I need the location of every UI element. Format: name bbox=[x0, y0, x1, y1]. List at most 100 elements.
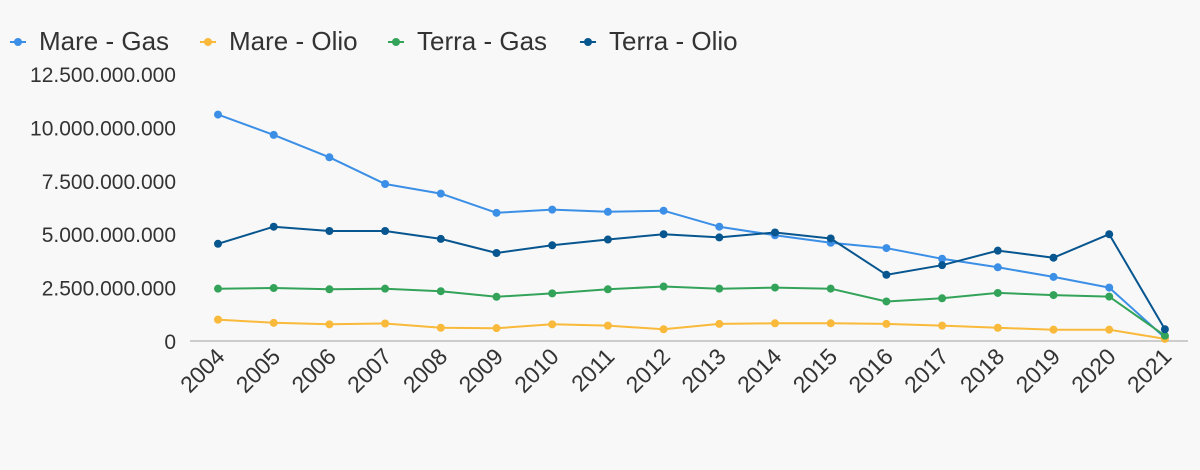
legend-item[interactable]: Mare - Gas bbox=[10, 26, 169, 56]
data-point[interactable] bbox=[603, 207, 612, 216]
x-tick-label: 2020 bbox=[1066, 343, 1121, 398]
data-point[interactable] bbox=[214, 110, 222, 119]
data-point[interactable] bbox=[436, 234, 445, 243]
data-point[interactable] bbox=[381, 180, 390, 189]
y-tick-label: 2.500.000.000 bbox=[42, 278, 176, 301]
data-point[interactable] bbox=[214, 239, 222, 248]
legend-marker-dot bbox=[204, 38, 212, 46]
data-point[interactable] bbox=[548, 289, 557, 298]
x-tick-label: 2004 bbox=[175, 343, 230, 398]
legend-item[interactable]: Terra - Olio bbox=[580, 26, 738, 56]
data-point[interactable] bbox=[436, 287, 445, 296]
x-tick-label: 2007 bbox=[342, 343, 397, 398]
data-point[interactable] bbox=[659, 325, 668, 334]
data-point[interactable] bbox=[548, 205, 557, 214]
data-point[interactable] bbox=[436, 189, 445, 198]
legend-item[interactable]: Terra - Gas bbox=[388, 26, 547, 56]
legend-label: Mare - Gas bbox=[39, 26, 169, 56]
data-point[interactable] bbox=[993, 288, 1002, 297]
data-point[interactable] bbox=[325, 320, 334, 329]
x-tick-label: 2018 bbox=[955, 343, 1010, 398]
data-point[interactable] bbox=[938, 321, 947, 330]
legend-label: Terra - Olio bbox=[609, 26, 738, 56]
data-point[interactable] bbox=[1049, 272, 1058, 281]
data-point[interactable] bbox=[1049, 291, 1058, 300]
series-line bbox=[217, 318, 1166, 340]
data-point[interactable] bbox=[492, 208, 501, 217]
data-point[interactable] bbox=[325, 153, 334, 162]
data-point[interactable] bbox=[882, 297, 891, 306]
data-point[interactable] bbox=[1160, 325, 1169, 334]
data-point[interactable] bbox=[214, 284, 222, 293]
data-point[interactable] bbox=[269, 284, 278, 293]
data-point[interactable] bbox=[492, 324, 501, 333]
data-point[interactable] bbox=[882, 319, 891, 328]
data-point[interactable] bbox=[771, 228, 779, 237]
legend-item[interactable]: Mare - Olio bbox=[200, 26, 358, 56]
data-point[interactable] bbox=[381, 319, 390, 328]
data-point[interactable] bbox=[882, 244, 891, 253]
data-point[interactable] bbox=[1160, 331, 1169, 340]
data-point[interactable] bbox=[269, 130, 278, 139]
data-point[interactable] bbox=[214, 315, 222, 324]
data-point[interactable] bbox=[436, 323, 445, 332]
data-point[interactable] bbox=[715, 284, 724, 293]
x-tick-label: 2005 bbox=[231, 343, 286, 398]
x-tick-label: 2017 bbox=[899, 343, 954, 398]
data-point[interactable] bbox=[993, 263, 1002, 272]
data-point[interactable] bbox=[882, 270, 891, 279]
data-point[interactable] bbox=[325, 285, 334, 294]
data-point[interactable] bbox=[1105, 230, 1114, 239]
data-point[interactable] bbox=[659, 206, 668, 215]
data-point[interactable] bbox=[715, 319, 724, 328]
x-tick-label: 2016 bbox=[843, 343, 898, 398]
data-point[interactable] bbox=[325, 226, 334, 235]
legend-marker-dot bbox=[14, 38, 22, 46]
data-point[interactable] bbox=[492, 248, 501, 257]
series-group bbox=[214, 315, 1169, 343]
series-group bbox=[214, 110, 1169, 342]
data-point[interactable] bbox=[548, 241, 557, 250]
y-tick-label: 10.000.000.000 bbox=[30, 117, 176, 140]
data-point[interactable] bbox=[269, 222, 278, 231]
data-point[interactable] bbox=[715, 233, 724, 242]
data-point[interactable] bbox=[993, 246, 1002, 255]
data-point[interactable] bbox=[603, 321, 612, 330]
series-line bbox=[217, 225, 1166, 330]
y-tick-label: 12.500.000.000 bbox=[30, 64, 176, 87]
data-point[interactable] bbox=[1105, 325, 1114, 334]
data-point[interactable] bbox=[826, 284, 835, 293]
data-point[interactable] bbox=[1049, 325, 1058, 334]
data-point[interactable] bbox=[1105, 292, 1114, 301]
series-group bbox=[214, 282, 1169, 340]
data-point[interactable] bbox=[826, 319, 835, 328]
data-point[interactable] bbox=[659, 230, 668, 239]
data-point[interactable] bbox=[771, 319, 779, 328]
data-point[interactable] bbox=[548, 320, 557, 329]
data-point[interactable] bbox=[993, 323, 1002, 332]
data-point[interactable] bbox=[603, 285, 612, 294]
data-point[interactable] bbox=[381, 284, 390, 293]
data-point[interactable] bbox=[1105, 283, 1114, 292]
data-point[interactable] bbox=[938, 254, 947, 263]
x-tick-label: 2012 bbox=[621, 343, 676, 398]
legend-marker-dot bbox=[584, 38, 592, 46]
data-point[interactable] bbox=[603, 235, 612, 244]
data-point[interactable] bbox=[659, 282, 668, 291]
data-point[interactable] bbox=[1049, 253, 1058, 262]
data-point[interactable] bbox=[715, 222, 724, 231]
series-group bbox=[214, 222, 1169, 334]
data-point[interactable] bbox=[269, 318, 278, 327]
data-point[interactable] bbox=[381, 226, 390, 235]
y-tick-label: 7.500.000.000 bbox=[42, 171, 176, 194]
legend-label: Terra - Gas bbox=[417, 26, 547, 56]
data-point[interactable] bbox=[938, 294, 947, 303]
x-tick-label: 2015 bbox=[788, 343, 843, 398]
data-point[interactable] bbox=[938, 261, 947, 270]
x-tick-label: 2011 bbox=[566, 343, 619, 396]
data-point[interactable] bbox=[492, 292, 501, 301]
data-point[interactable] bbox=[826, 234, 835, 243]
data-point[interactable] bbox=[771, 283, 779, 292]
